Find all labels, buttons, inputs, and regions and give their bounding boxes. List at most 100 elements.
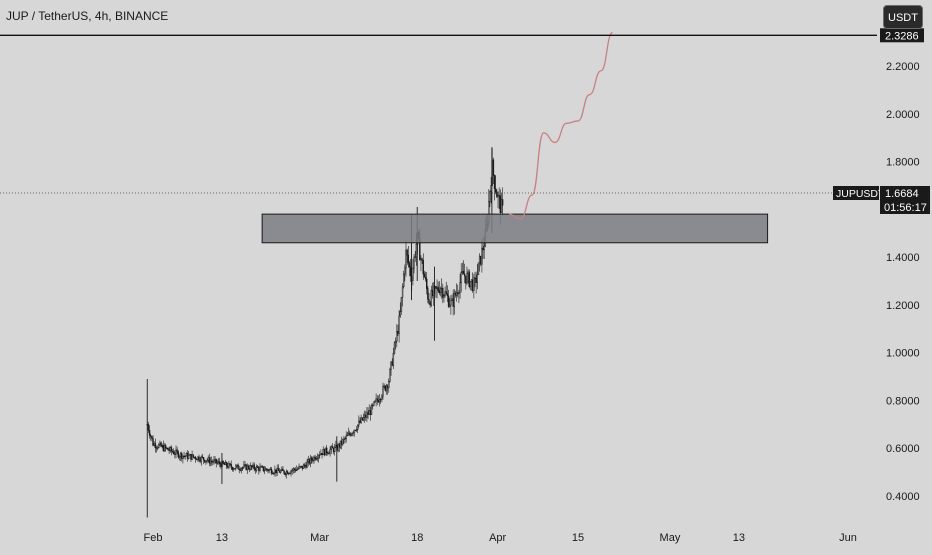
- candle-body-279: [467, 271, 469, 274]
- candle-body-94: [254, 468, 257, 471]
- y-tick-label-4: 1.4000: [886, 252, 920, 264]
- candle-body-118: [282, 468, 284, 471]
- candle-body-268: [454, 292, 457, 296]
- candle-body-307: [499, 195, 502, 213]
- candle-body-238: [420, 258, 422, 261]
- candle-body-113: [276, 467, 278, 474]
- candle-body-202: [378, 399, 381, 403]
- candle-body-28: [178, 456, 181, 458]
- candle-body-212: [390, 361, 392, 370]
- candle-body-141: [308, 459, 311, 464]
- y-tick-label-2: 1.8000: [886, 157, 920, 169]
- time-axis[interactable]: Feb 13 Mar 18 Apr 15 May 13 Jun: [144, 532, 857, 544]
- candle-body-19: [168, 449, 170, 452]
- candle-body-74: [231, 466, 234, 470]
- candle-body-155: [324, 447, 327, 456]
- currency-button[interactable]: USDT: [883, 5, 923, 29]
- symbol-tag: [833, 185, 879, 200]
- candle-body-227: [407, 254, 410, 264]
- candle-body-187: [361, 417, 364, 421]
- candle-body-185: [359, 420, 361, 423]
- candle-body-61: [216, 462, 219, 464]
- candle-body-107: [269, 468, 272, 471]
- candle-body-265: [451, 298, 453, 301]
- candle-body-63: [219, 461, 221, 465]
- candle-body-190: [365, 414, 367, 418]
- candle-body-1: [147, 424, 150, 431]
- candle-body-182: [355, 429, 358, 431]
- candle-body-280: [468, 271, 470, 287]
- candle-body-225: [405, 249, 407, 269]
- candle-body-242: [424, 276, 427, 280]
- candle-body-115: [278, 470, 281, 473]
- candle-body-3: [150, 435, 152, 437]
- candle-body-164: [335, 444, 337, 448]
- candle-body-188: [362, 417, 365, 421]
- projection-path[interactable]: [509, 31, 614, 220]
- candle-body-75: [232, 468, 235, 470]
- candle-body-12: [160, 442, 162, 447]
- candle-body-68: [224, 462, 227, 465]
- candle-body-291: [481, 247, 483, 265]
- candle-body-207: [384, 385, 387, 391]
- candle-body-62: [217, 461, 220, 463]
- candle-body-29: [179, 453, 182, 457]
- candle-body-105: [267, 469, 269, 472]
- candle-body-285: [474, 277, 476, 279]
- candle-body-91: [251, 465, 253, 468]
- price-axis[interactable]: 2.20002.00001.80001.60001.40001.20001.00…: [886, 61, 920, 503]
- candle-body-132: [298, 466, 300, 469]
- candle-body-256: [440, 287, 443, 290]
- candle-body-117: [281, 468, 283, 471]
- candle-body-5: [152, 438, 154, 446]
- candle-body-308: [500, 199, 503, 213]
- candle-body-56: [210, 460, 213, 463]
- candle-body-267: [453, 292, 456, 307]
- candle-body-210: [388, 381, 390, 389]
- candle-body-41: [193, 456, 196, 459]
- candle-body-276: [463, 273, 466, 277]
- candle-body-257: [442, 287, 444, 298]
- candle-body-24: [174, 453, 176, 455]
- candle-body-153: [322, 449, 324, 456]
- candle-body-39: [191, 454, 193, 460]
- candle-body-191: [366, 412, 368, 418]
- candle-body-103: [265, 468, 267, 471]
- candle-body-309: [501, 199, 504, 206]
- current-price-tag: [880, 185, 930, 214]
- candle-body-247: [430, 289, 433, 306]
- ath-price-tag: [880, 28, 924, 43]
- candle-body-2: [148, 429, 151, 436]
- candle-body-162: [332, 448, 335, 452]
- candle-body-37: [189, 454, 191, 456]
- candle-body-174: [346, 434, 349, 437]
- candle-body-89: [248, 468, 251, 470]
- price-lines-layer: [0, 34, 877, 194]
- candle-body-305: [497, 194, 499, 198]
- candle-body-92: [252, 464, 254, 468]
- x-tick-label-3: 18: [411, 532, 423, 544]
- resistance-zone-layer: [261, 213, 769, 244]
- candle-body-203: [380, 398, 382, 401]
- candle-body-176: [348, 432, 351, 435]
- candle-body-47: [200, 456, 203, 462]
- candle-body-114: [277, 467, 280, 472]
- candle-body-175: [347, 432, 350, 436]
- countdown-label: 01:56:17: [884, 202, 927, 214]
- candle-body-81: [239, 469, 242, 471]
- candle-body-112: [275, 469, 277, 474]
- candle-body-270: [457, 292, 459, 295]
- candle-body-30: [181, 453, 183, 459]
- candle-body-221: [400, 296, 403, 312]
- candle-body-44: [197, 456, 199, 461]
- candle-body-209: [386, 385, 389, 389]
- candle-body-262: [447, 295, 450, 307]
- resistance-zone[interactable]: [261, 213, 769, 244]
- x-tick-label-7: 13: [733, 532, 745, 544]
- candle-body-10: [158, 444, 160, 448]
- candle-body-243: [426, 278, 428, 289]
- candle-body-302: [493, 175, 496, 189]
- candle-body-122: [286, 471, 289, 475]
